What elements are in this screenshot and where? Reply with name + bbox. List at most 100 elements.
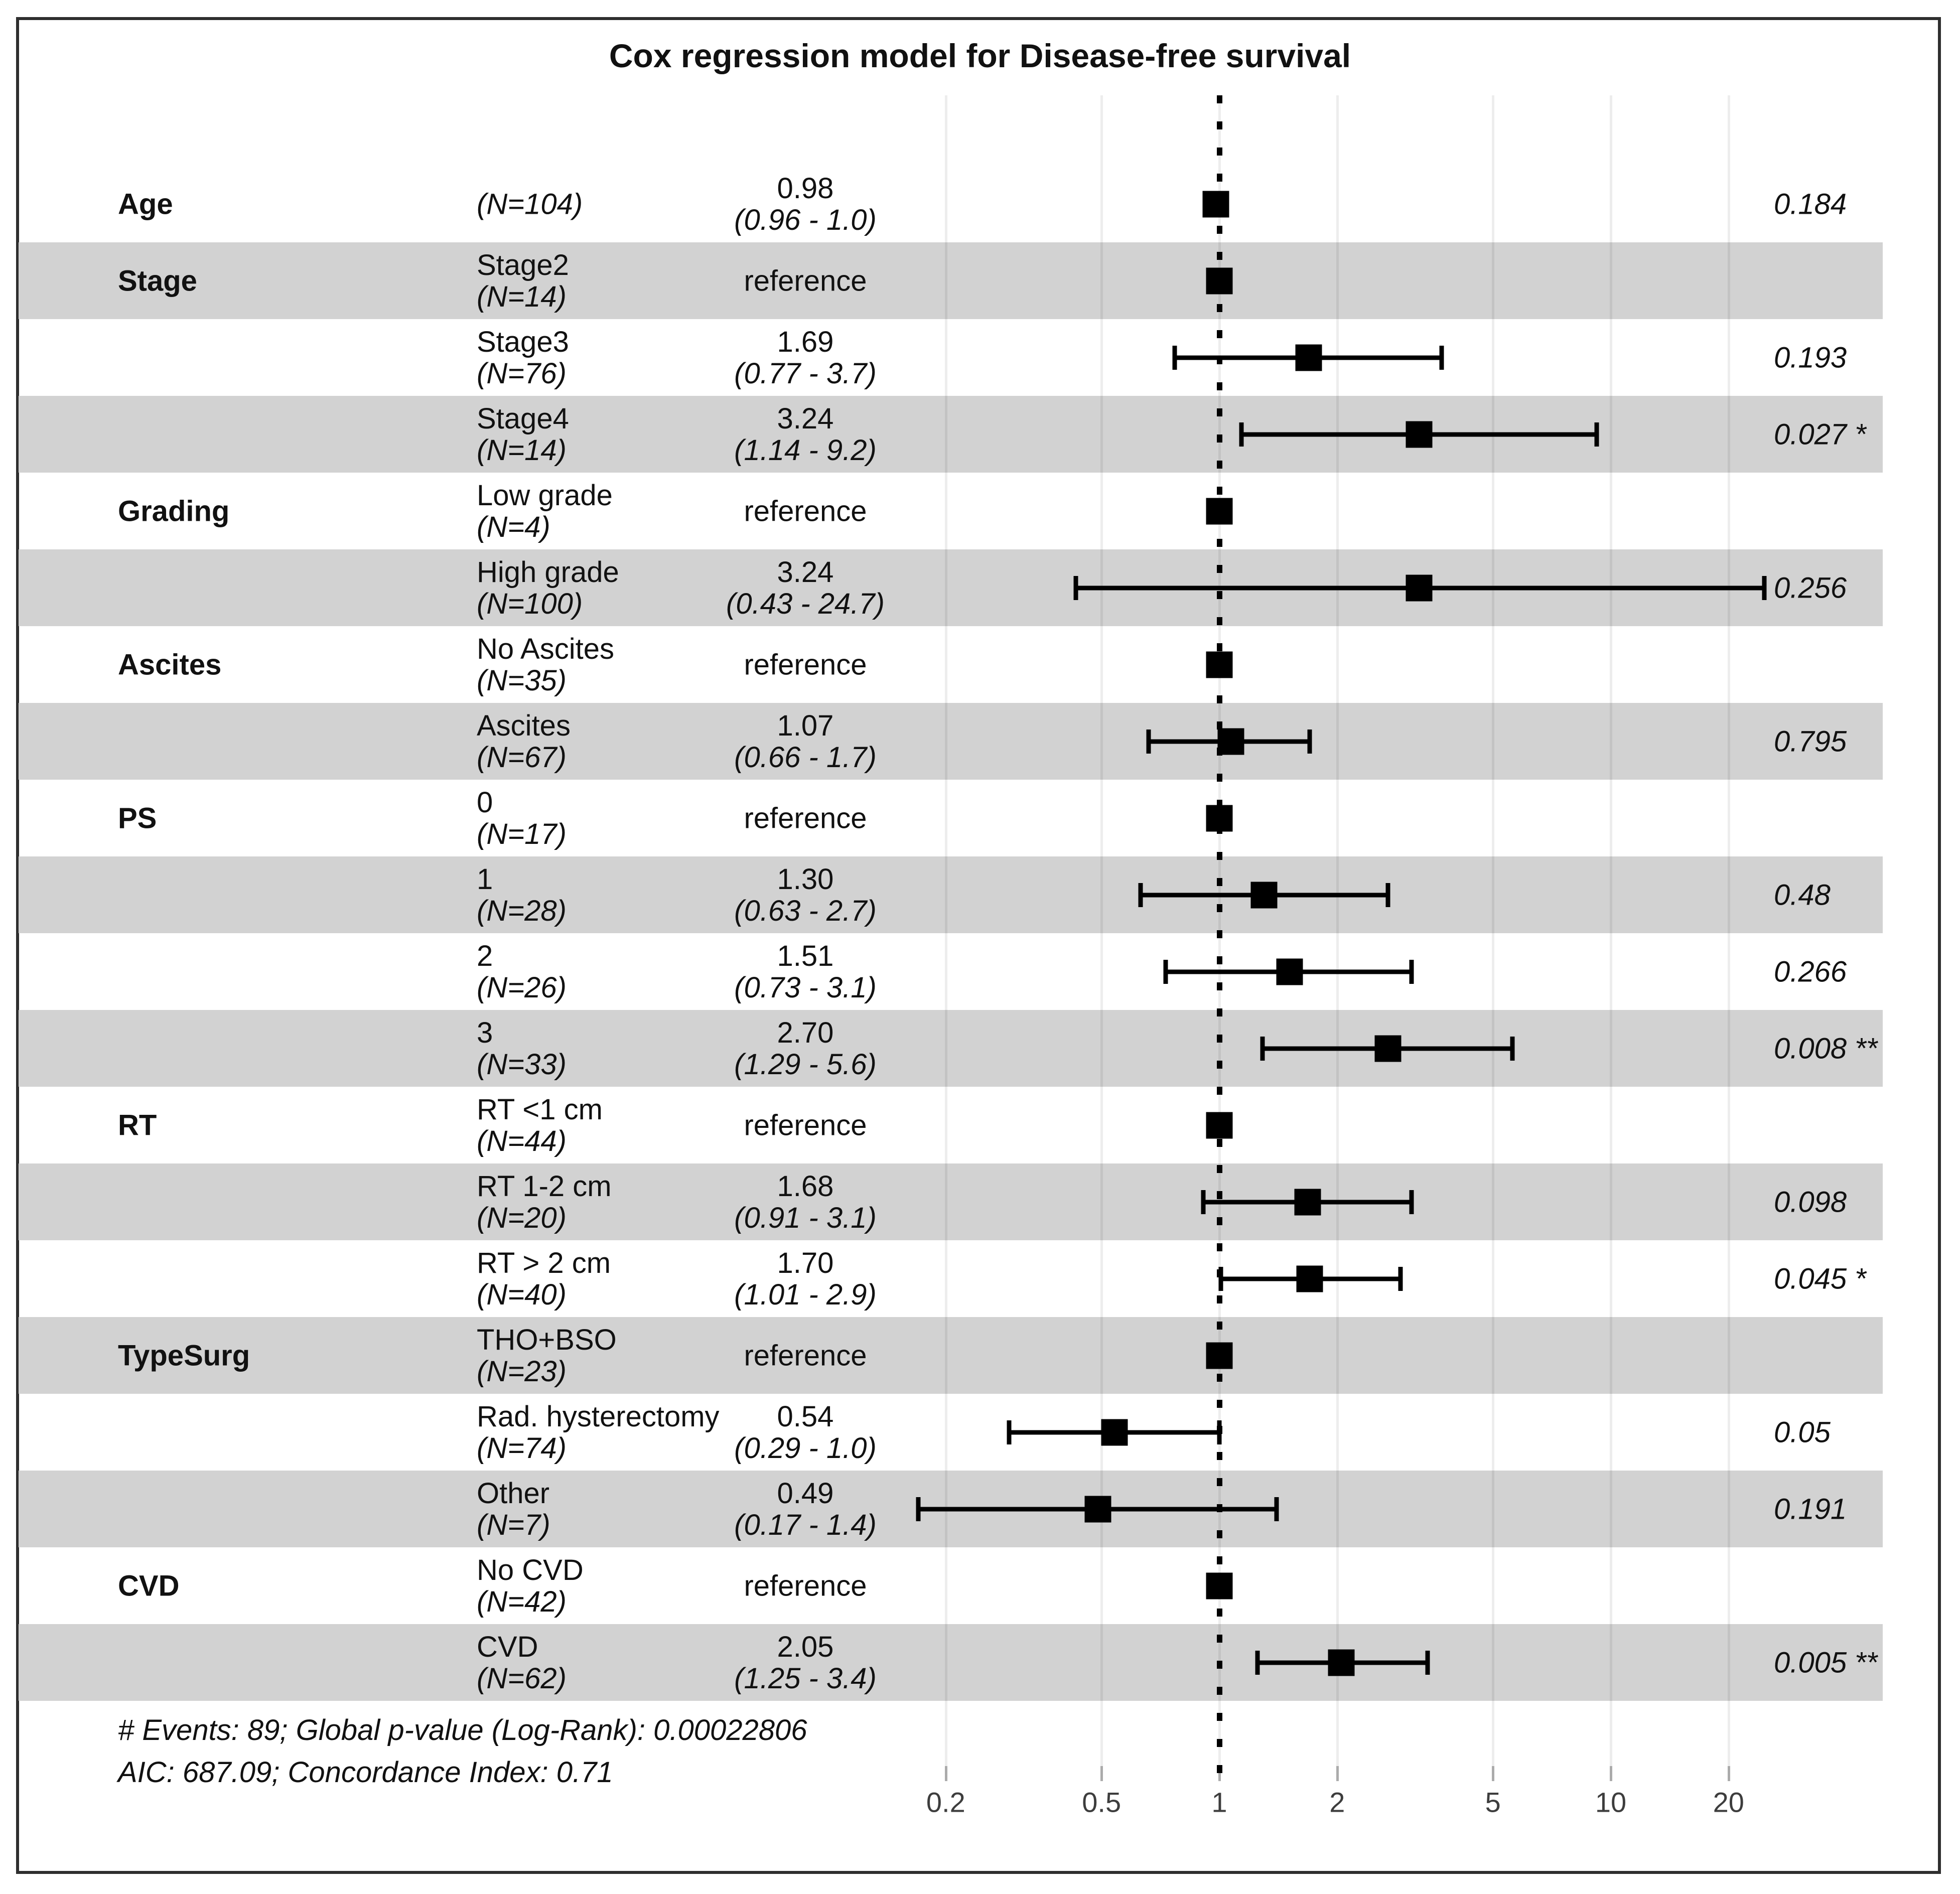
ci-cap-low (1218, 1266, 1223, 1291)
row-estimate-cell: 3.24 (1.14 - 9.2) (734, 403, 877, 466)
axis-tick-mark (1727, 1766, 1730, 1781)
row-level-cell: 2 (N=26) (477, 940, 567, 1003)
axis-tick-label: 0.5 (1082, 1786, 1122, 1818)
p-value: 0.098 (1774, 1186, 1847, 1218)
hr-value: 0.49 (777, 1477, 834, 1510)
hr-marker (1250, 882, 1278, 908)
n-count-label: (N=42) (477, 1585, 567, 1618)
level-label: RT > 2 cm (477, 1246, 611, 1279)
ci-cap-high (1510, 1036, 1515, 1061)
ci-cap-low (1201, 1190, 1206, 1214)
n-count-label: (N=40) (477, 1278, 567, 1311)
row-level-cell: THO+BSO (N=23) (477, 1324, 617, 1387)
hr-marker (1295, 344, 1322, 371)
row-estimate-cell: 1.70 (1.01 - 2.9) (734, 1247, 877, 1310)
ci-cap-low (1146, 729, 1151, 754)
level-label: THO+BSO (477, 1323, 617, 1356)
row-band (19, 1163, 1883, 1240)
ci-cap-high (1307, 729, 1312, 754)
events-global-p-text: # Events: 89; Global p-value (Log-Rank):… (118, 1714, 807, 1746)
reference-label: reference (744, 264, 867, 297)
gridline (1336, 95, 1339, 1781)
axis-tick-label: 10 (1595, 1786, 1627, 1818)
hr-value: 1.70 (777, 1246, 834, 1279)
row-estimate-cell: reference (744, 1570, 867, 1601)
hr-marker (1206, 1342, 1233, 1369)
row-level-cell: (N=104) (477, 188, 583, 220)
ci-text: (1.01 - 2.9) (734, 1278, 877, 1311)
hr-value: 3.24 (777, 555, 834, 589)
hr-marker (1206, 498, 1233, 524)
p-value: 0.184 (1774, 188, 1847, 220)
hr-value: 1.69 (777, 325, 834, 358)
ci-cap-low (1172, 345, 1177, 370)
hr-marker (1374, 1035, 1402, 1062)
hr-marker (1202, 191, 1229, 217)
n-count-label: (N=100) (477, 587, 583, 620)
p-value: 0.191 (1774, 1493, 1847, 1525)
hr-marker (1206, 805, 1233, 831)
row-band (19, 396, 1883, 473)
level-label: Stage4 (477, 402, 569, 435)
row-level-cell: High grade (N=100) (477, 556, 619, 620)
n-count-label: (N=26) (477, 971, 567, 1004)
row-estimate-cell: 1.68 (0.91 - 3.1) (734, 1171, 877, 1234)
row-level-cell: 3 (N=33) (477, 1017, 567, 1080)
hr-marker (1294, 1189, 1321, 1215)
level-label: Ascites (477, 709, 571, 742)
ci-cap-high (1398, 1266, 1403, 1291)
level-label: No CVD (477, 1553, 584, 1586)
ci-cap-high (1425, 1650, 1430, 1675)
row-estimate-cell: 0.49 (0.17 - 1.4) (734, 1478, 877, 1541)
ci-text: (0.63 - 2.7) (734, 894, 877, 927)
level-label: Rad. hysterectomy (477, 1400, 720, 1433)
hr-value: 1.68 (777, 1170, 834, 1203)
ci-cap-low (1260, 1036, 1265, 1061)
n-count-label: (N=4) (477, 510, 550, 543)
level-label: 2 (477, 939, 493, 972)
level-label: Other (477, 1477, 550, 1510)
level-label: No Ascites (477, 632, 614, 665)
n-count-label: (N=35) (477, 664, 567, 697)
ci-text: (1.14 - 9.2) (734, 433, 877, 467)
ci-cap-high (1385, 883, 1390, 907)
ci-cap-low (1255, 1650, 1260, 1675)
ci-text: (0.77 - 3.7) (734, 357, 877, 390)
row-level-cell: Stage4 (N=14) (477, 403, 569, 466)
row-estimate-cell: 1.30 (0.63 - 2.7) (734, 863, 877, 927)
row-level-cell: CVD (N=62) (477, 1631, 567, 1694)
aic-concordance-text: AIC: 687.09; Concordance Index: 0.71 (118, 1756, 613, 1789)
level-label: 0 (477, 786, 493, 819)
hr-value: 2.05 (777, 1630, 834, 1663)
hr-value: 0.54 (777, 1400, 834, 1433)
row-group-label: PS (118, 802, 157, 834)
hr-marker (1084, 1496, 1111, 1522)
row-group-label: TypeSurg (118, 1339, 250, 1372)
row-estimate-cell: reference (744, 495, 867, 527)
level-label: High grade (477, 555, 619, 589)
p-value: 0.045 * (1774, 1262, 1866, 1295)
gridline (1492, 95, 1495, 1781)
ci-cap-low (1239, 422, 1244, 447)
row-estimate-cell: 3.24 (0.43 - 24.7) (726, 556, 885, 620)
gridline (1610, 95, 1612, 1781)
hr-marker (1206, 267, 1233, 294)
row-level-cell: RT <1 cm (N=44) (477, 1094, 603, 1157)
row-level-cell: Other (N=7) (477, 1478, 550, 1541)
row-estimate-cell: 2.70 (1.29 - 5.6) (734, 1017, 877, 1080)
row-level-cell: RT 1-2 cm (N=20) (477, 1171, 612, 1234)
ci-text: (0.66 - 1.7) (734, 741, 877, 774)
hr-marker (1276, 958, 1303, 985)
chart-title: Cox regression model for Disease-free su… (609, 37, 1351, 74)
level-label: Stage3 (477, 325, 569, 358)
row-band (19, 1010, 1883, 1087)
ci-cap-high (1594, 422, 1599, 447)
row-estimate-cell: 0.54 (0.29 - 1.0) (734, 1401, 877, 1464)
hr-marker (1328, 1649, 1355, 1676)
ci-cap-high (1409, 959, 1414, 984)
p-value: 0.008 ** (1774, 1032, 1878, 1065)
hr-value: 1.51 (777, 939, 834, 972)
ci-cap-high (1274, 1497, 1279, 1521)
hr-marker (1206, 1572, 1233, 1599)
